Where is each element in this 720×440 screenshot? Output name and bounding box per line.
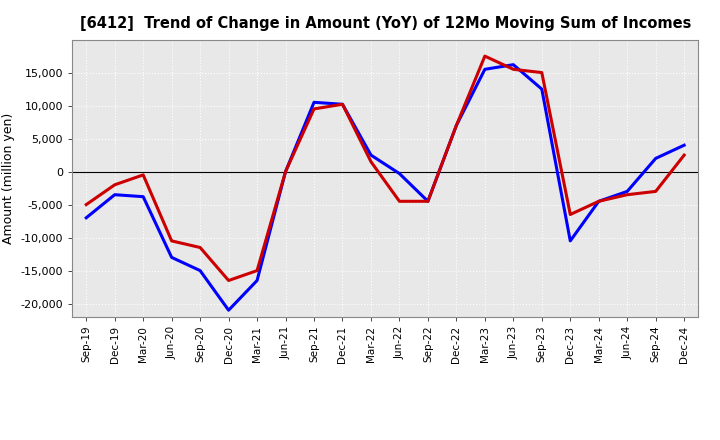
Net Income [623, 192, 631, 197]
Line: Ordinary Income: Ordinary Income [86, 65, 684, 310]
Net Income [225, 278, 233, 283]
Net Income [366, 159, 375, 165]
Ordinary Income [566, 238, 575, 244]
Net Income [310, 106, 318, 111]
Ordinary Income [652, 156, 660, 161]
Net Income [338, 102, 347, 107]
Net Income [595, 198, 603, 204]
Net Income [110, 182, 119, 187]
Ordinary Income [310, 99, 318, 105]
Net Income [167, 238, 176, 244]
Net Income [566, 212, 575, 217]
Ordinary Income [480, 66, 489, 72]
Ordinary Income [282, 169, 290, 174]
Ordinary Income [366, 152, 375, 158]
Net Income [680, 152, 688, 158]
Net Income [480, 53, 489, 59]
Ordinary Income [225, 308, 233, 313]
Net Income [652, 189, 660, 194]
Net Income [423, 198, 432, 204]
Line: Net Income: Net Income [86, 56, 684, 281]
Ordinary Income [623, 189, 631, 194]
Net Income [253, 268, 261, 273]
Net Income [452, 123, 461, 128]
Ordinary Income [537, 86, 546, 92]
Ordinary Income [452, 123, 461, 128]
Net Income [395, 198, 404, 204]
Ordinary Income [110, 192, 119, 197]
Ordinary Income [338, 102, 347, 107]
Ordinary Income [167, 255, 176, 260]
Ordinary Income [139, 194, 148, 199]
Ordinary Income [82, 215, 91, 220]
Ordinary Income [680, 143, 688, 148]
Net Income [139, 172, 148, 177]
Ordinary Income [509, 62, 518, 67]
Ordinary Income [253, 278, 261, 283]
Net Income [196, 245, 204, 250]
Net Income [282, 169, 290, 174]
Ordinary Income [196, 268, 204, 273]
Net Income [537, 70, 546, 75]
Net Income [509, 66, 518, 72]
Net Income [82, 202, 91, 207]
Ordinary Income [423, 198, 432, 204]
Ordinary Income [595, 198, 603, 204]
Title: [6412]  Trend of Change in Amount (YoY) of 12Mo Moving Sum of Incomes: [6412] Trend of Change in Amount (YoY) o… [79, 16, 691, 32]
Ordinary Income [395, 171, 404, 176]
Y-axis label: Amount (million yen): Amount (million yen) [1, 113, 15, 244]
